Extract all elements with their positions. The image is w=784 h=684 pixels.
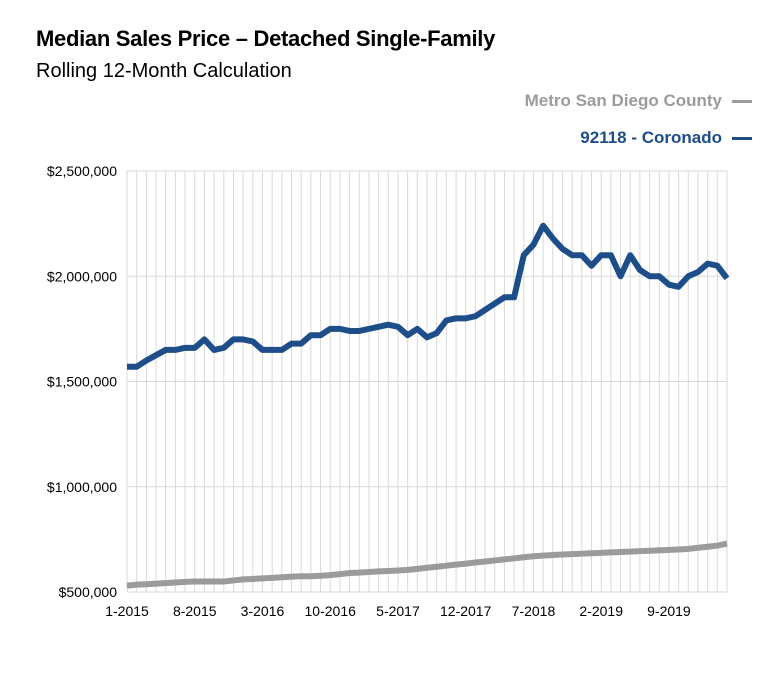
chart-title: Median Sales Price – Detached Single-Fam…: [36, 26, 496, 51]
x-tick-label: 8-2015: [173, 603, 217, 619]
x-tick-label: 9-2019: [647, 603, 691, 619]
y-tick-label: $2,000,000: [47, 268, 117, 284]
legend-label-coronado: 92118 - Coronado: [580, 128, 722, 147]
legend-swatch-coronado: [732, 137, 752, 141]
x-tick-label: 10-2016: [305, 603, 357, 619]
y-tick-label: $1,000,000: [47, 479, 117, 495]
legend-item-metro: Metro San Diego County: [525, 91, 752, 111]
x-tick-label: 1-2015: [105, 603, 149, 619]
x-tick-label: 5-2017: [376, 603, 420, 619]
axis-labels: $500,000 $1,000,000 $1,500,000 $2,000,000 $2…: [47, 163, 691, 619]
series-line-coronado: [127, 222, 730, 370]
x-tick-label: 2-2019: [579, 603, 623, 619]
y-tick-label: $1,500,000: [47, 374, 117, 390]
x-tick-label: 7-2018: [512, 603, 556, 619]
x-tick-label: 3-2016: [241, 603, 285, 619]
legend-swatch-metro: [732, 100, 752, 104]
chart-grid: [126, 170, 728, 593]
y-tick-label: $2,500,000: [47, 163, 117, 179]
legend-label-metro: Metro San Diego County: [524, 91, 722, 110]
y-tick-label: $500,000: [59, 584, 118, 600]
chart-subtitle: Rolling 12-Month Calculation: [36, 60, 292, 82]
legend-item-coronado: 92118 - Coronado: [580, 128, 752, 148]
series-line-metro: [126, 540, 728, 589]
x-tick-label: 12-2017: [440, 603, 492, 619]
series-layer: [126, 222, 730, 589]
